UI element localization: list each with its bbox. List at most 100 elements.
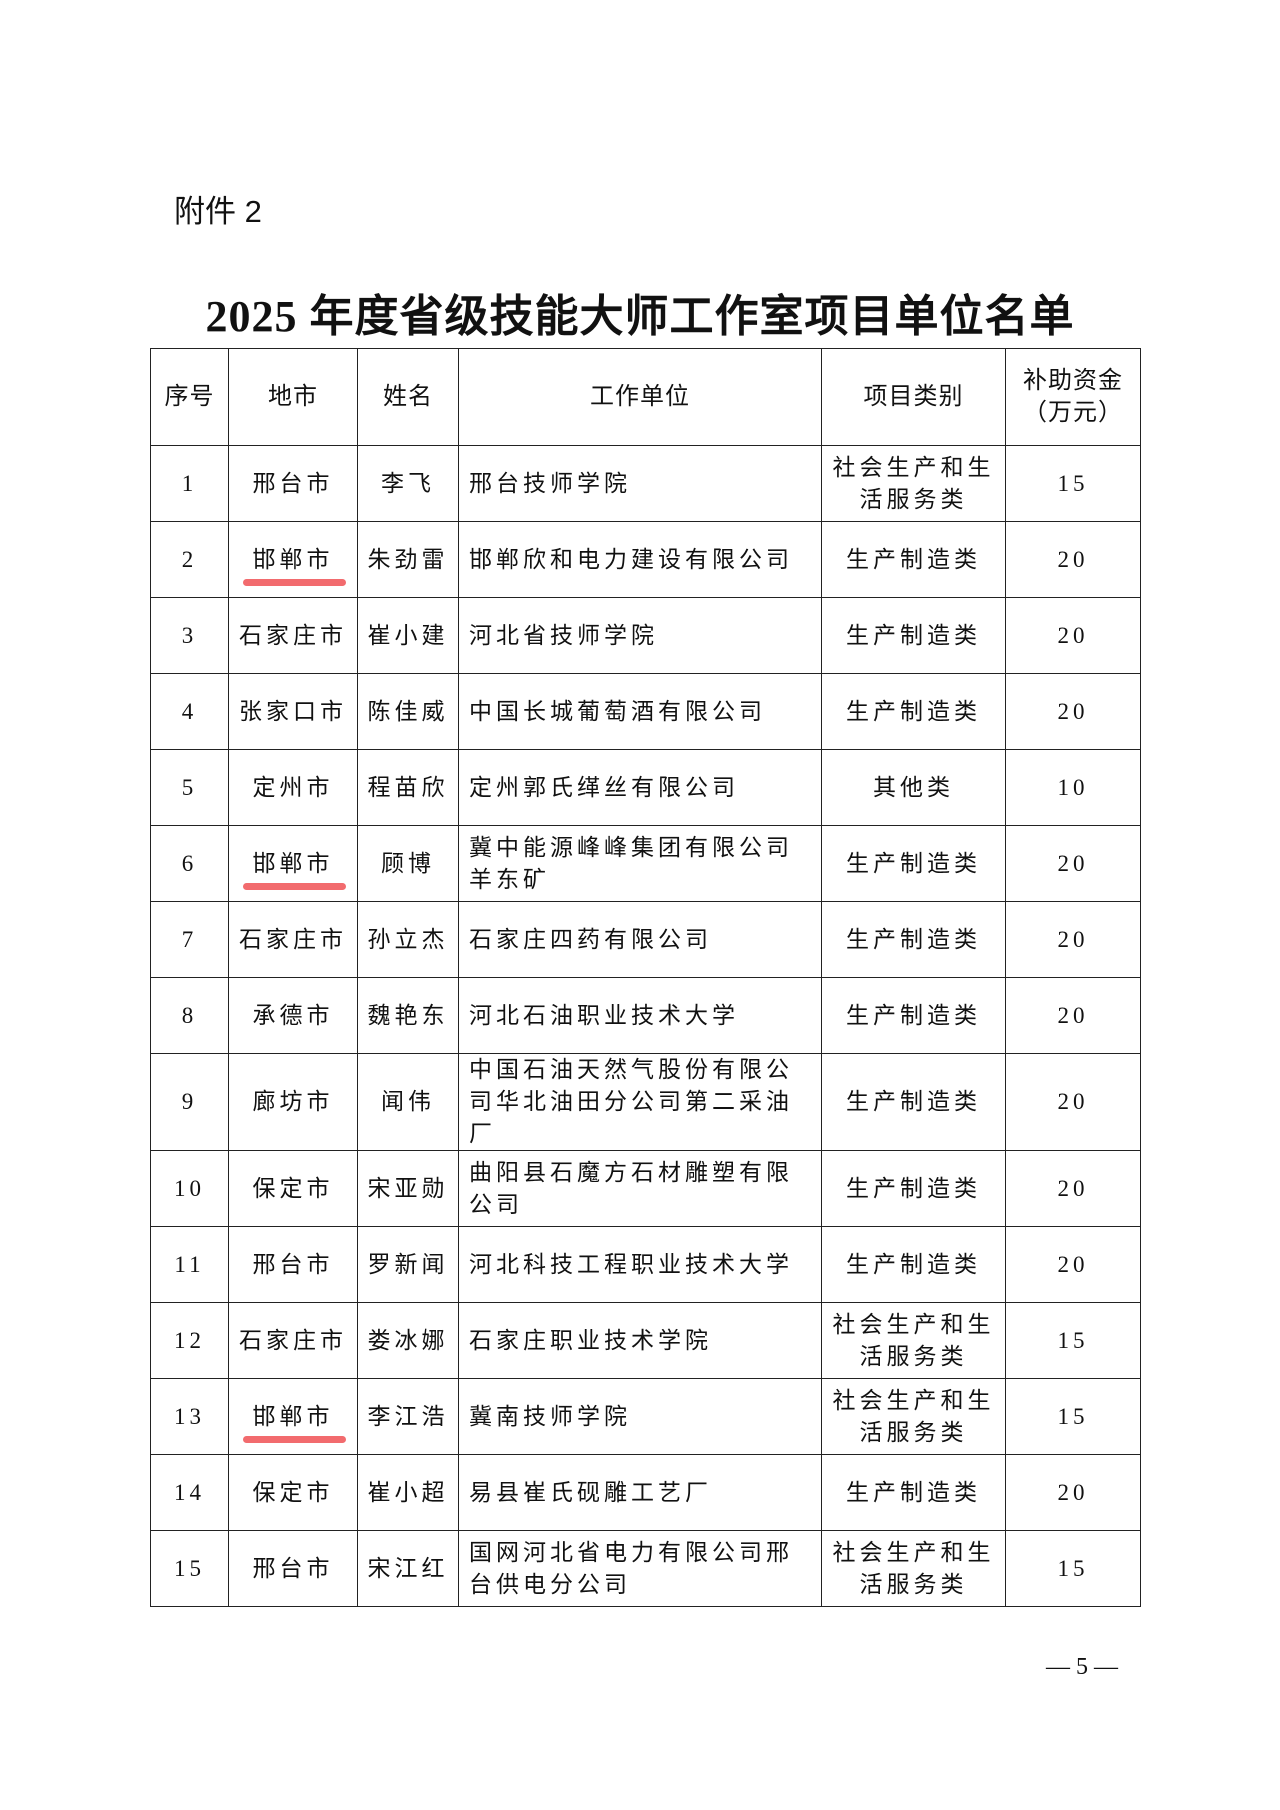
cell-fund: 15 [1005,1378,1141,1455]
cell-name: 陈佳威 [357,673,459,750]
cell-name: 宋亚勋 [357,1150,459,1227]
cell-fund: 20 [1005,1226,1141,1303]
cell-unit: 国网河北省电力有限公司邢台供电分公司 [458,1530,822,1607]
cell-name: 孙立杰 [357,901,459,978]
cell-no: 13 [150,1378,229,1455]
cell-name: 罗新闻 [357,1226,459,1303]
cell-fund: 20 [1005,901,1141,978]
page-number: — 5 — [1046,1654,1118,1680]
cell-category: 生产制造类 [821,1053,1006,1151]
cell-name: 崔小建 [357,597,459,674]
cell-city: 张家口市 [228,673,358,750]
cell-fund: 10 [1005,749,1141,826]
cell-name: 娄冰娜 [357,1302,459,1379]
cell-category: 其他类 [821,749,1006,826]
cell-no: 4 [150,673,229,750]
table-row: 3 石家庄市 崔小建 河北省技师学院 生产制造类 20 [150,597,1141,674]
cell-category: 生产制造类 [821,597,1006,674]
cell-no: 8 [150,977,229,1054]
attachment-label: 附件 2 [174,194,262,229]
cell-category: 社会生产和生活服务类 [821,1378,1006,1455]
cell-category: 生产制造类 [821,1150,1006,1227]
cell-category: 社会生产和生活服务类 [821,1302,1006,1379]
cell-name: 李飞 [357,445,459,522]
cell-unit: 曲阳县石魔方石材雕塑有限公司 [458,1150,822,1227]
cell-city: 石家庄市 [228,597,358,674]
cell-no: 10 [150,1150,229,1227]
table-row: 1 邢台市 李飞 邢台技师学院 社会生产和生活服务类 15 [150,445,1141,522]
header-no: 序号 [150,348,229,446]
table-row: 6 邯郸市 顾博 冀中能源峰峰集团有限公司羊东矿 生产制造类 20 [150,825,1141,902]
cell-no: 7 [150,901,229,978]
cell-category: 生产制造类 [821,1226,1006,1303]
cell-no: 2 [150,521,229,598]
cell-city: 邢台市 [228,445,358,522]
cell-category: 社会生产和生活服务类 [821,1530,1006,1607]
highlighted-city: 邯郸市 [242,544,346,586]
cell-fund: 20 [1005,977,1141,1054]
table-row: 8 承德市 魏艳东 河北石油职业技术大学 生产制造类 20 [150,977,1141,1054]
cell-fund: 20 [1005,1454,1141,1531]
cell-unit: 石家庄四药有限公司 [458,901,822,978]
cell-fund: 20 [1005,521,1141,598]
cell-category: 生产制造类 [821,1454,1006,1531]
cell-unit: 石家庄职业技术学院 [458,1302,822,1379]
cell-category: 生产制造类 [821,673,1006,750]
cell-city: 邯郸市 [228,1378,358,1455]
cell-city: 石家庄市 [228,1302,358,1379]
cell-unit: 河北省技师学院 [458,597,822,674]
table-row: 2 邯郸市 朱劲雷 邯郸欣和电力建设有限公司 生产制造类 20 [150,521,1141,598]
table-row: 15 邢台市 宋江红 国网河北省电力有限公司邢台供电分公司 社会生产和生活服务类 15 [150,1530,1141,1607]
cell-fund: 15 [1005,1530,1141,1607]
cell-fund: 20 [1005,825,1141,902]
document-title: 2025 年度省级技能大师工作室项目单位名单 [205,292,1075,341]
cell-category: 生产制造类 [821,825,1006,902]
cell-category: 社会生产和生活服务类 [821,445,1006,522]
table-row: 9 廊坊市 闻伟 中国石油天然气股份有限公司华北油田分公司第二采油厂 生产制造类 20 [150,1053,1141,1151]
cell-unit: 中国石油天然气股份有限公司华北油田分公司第二采油厂 [458,1053,822,1151]
cell-name: 李江浩 [357,1378,459,1455]
header-category: 项目类别 [821,348,1006,446]
cell-city: 邯郸市 [228,825,358,902]
cell-fund: 20 [1005,673,1141,750]
table-row: 14 保定市 崔小超 易县崔氏砚雕工艺厂 生产制造类 20 [150,1454,1141,1531]
cell-name: 朱劲雷 [357,521,459,598]
cell-no: 15 [150,1530,229,1607]
cell-fund: 20 [1005,1053,1141,1151]
cell-city: 邢台市 [228,1530,358,1607]
cell-name: 顾博 [357,825,459,902]
cell-city: 承德市 [228,977,358,1054]
table-row: 5 定州市 程苗欣 定州郭氏缂丝有限公司 其他类 10 [150,749,1141,826]
cell-unit: 河北石油职业技术大学 [458,977,822,1054]
cell-unit: 冀南技师学院 [458,1378,822,1455]
cell-no: 5 [150,749,229,826]
cell-unit: 河北科技工程职业技术大学 [458,1226,822,1303]
cell-city: 保定市 [228,1454,358,1531]
cell-no: 12 [150,1302,229,1379]
cell-name: 崔小超 [357,1454,459,1531]
cell-name: 闻伟 [357,1053,459,1151]
table-row: 11 邢台市 罗新闻 河北科技工程职业技术大学 生产制造类 20 [150,1226,1141,1303]
cell-unit: 邯郸欣和电力建设有限公司 [458,521,822,598]
header-unit: 工作单位 [458,348,822,446]
cell-name: 魏艳东 [357,977,459,1054]
table-row: 10 保定市 宋亚勋 曲阳县石魔方石材雕塑有限公司 生产制造类 20 [150,1150,1141,1227]
cell-unit: 易县崔氏砚雕工艺厂 [458,1454,822,1531]
cell-no: 14 [150,1454,229,1531]
cell-category: 生产制造类 [821,901,1006,978]
cell-city: 保定市 [228,1150,358,1227]
cell-category: 生产制造类 [821,977,1006,1054]
cell-fund: 15 [1005,445,1141,522]
cell-unit: 邢台技师学院 [458,445,822,522]
cell-fund: 20 [1005,597,1141,674]
cell-city: 石家庄市 [228,901,358,978]
header-name: 姓名 [357,348,459,446]
cell-no: 1 [150,445,229,522]
cell-name: 宋江红 [357,1530,459,1607]
table-row: 13 邯郸市 李江浩 冀南技师学院 社会生产和生活服务类 15 [150,1378,1141,1455]
highlighted-city: 邯郸市 [242,848,346,890]
cell-category: 生产制造类 [821,521,1006,598]
header-fund: 补助资金（万元） [1005,348,1141,446]
cell-fund: 15 [1005,1302,1141,1379]
cell-fund: 20 [1005,1150,1141,1227]
